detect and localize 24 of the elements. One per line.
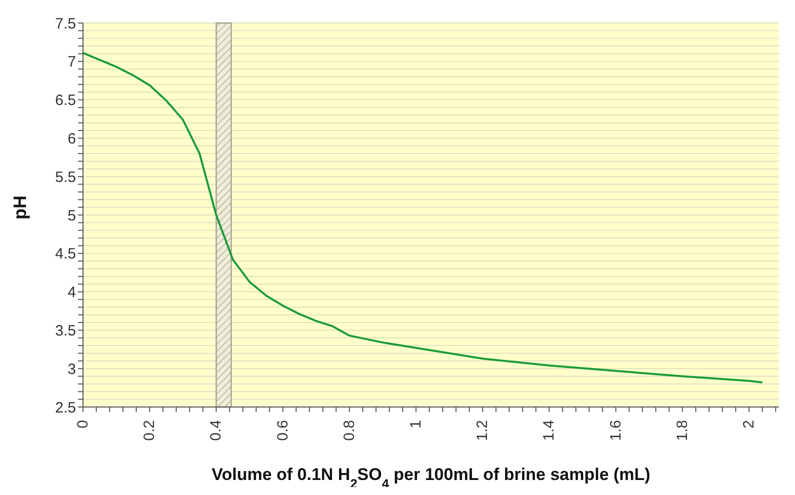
x-tick-label: 1.8 [674,420,691,441]
y-tick-label: 5.5 [55,168,76,186]
y-tick-label: 5 [68,207,76,224]
x-tick-label: 0.2 [141,420,158,441]
x-tick-label: 1.4 [540,420,558,441]
y-tick-label: 7.5 [55,15,76,32]
x-tick-label: 1.2 [474,420,492,441]
x-tick-label: 1 [408,420,425,428]
y-axis-title: pH [10,196,30,220]
y-tick-label: 6.5 [55,92,76,110]
y-tick-label: 6 [68,130,76,148]
y-tick-label: 3 [68,360,76,378]
y-tick-label: 3.5 [55,322,76,340]
x-tick-label: 0.4 [208,420,225,441]
x-tick-label: 0 [74,420,92,428]
line-series [83,52,764,384]
x-tick-label: 2 [740,420,758,428]
y-tick-label: 4 [68,284,76,302]
y-tick-label: 2.5 [55,399,76,416]
x-tick-label: 0.6 [274,420,292,441]
y-tick-label: 7 [68,54,76,71]
y-tick-label: 4.5 [55,246,76,263]
x-tick-label: 0.8 [340,420,358,441]
x-tick-label: 1.6 [607,420,624,441]
